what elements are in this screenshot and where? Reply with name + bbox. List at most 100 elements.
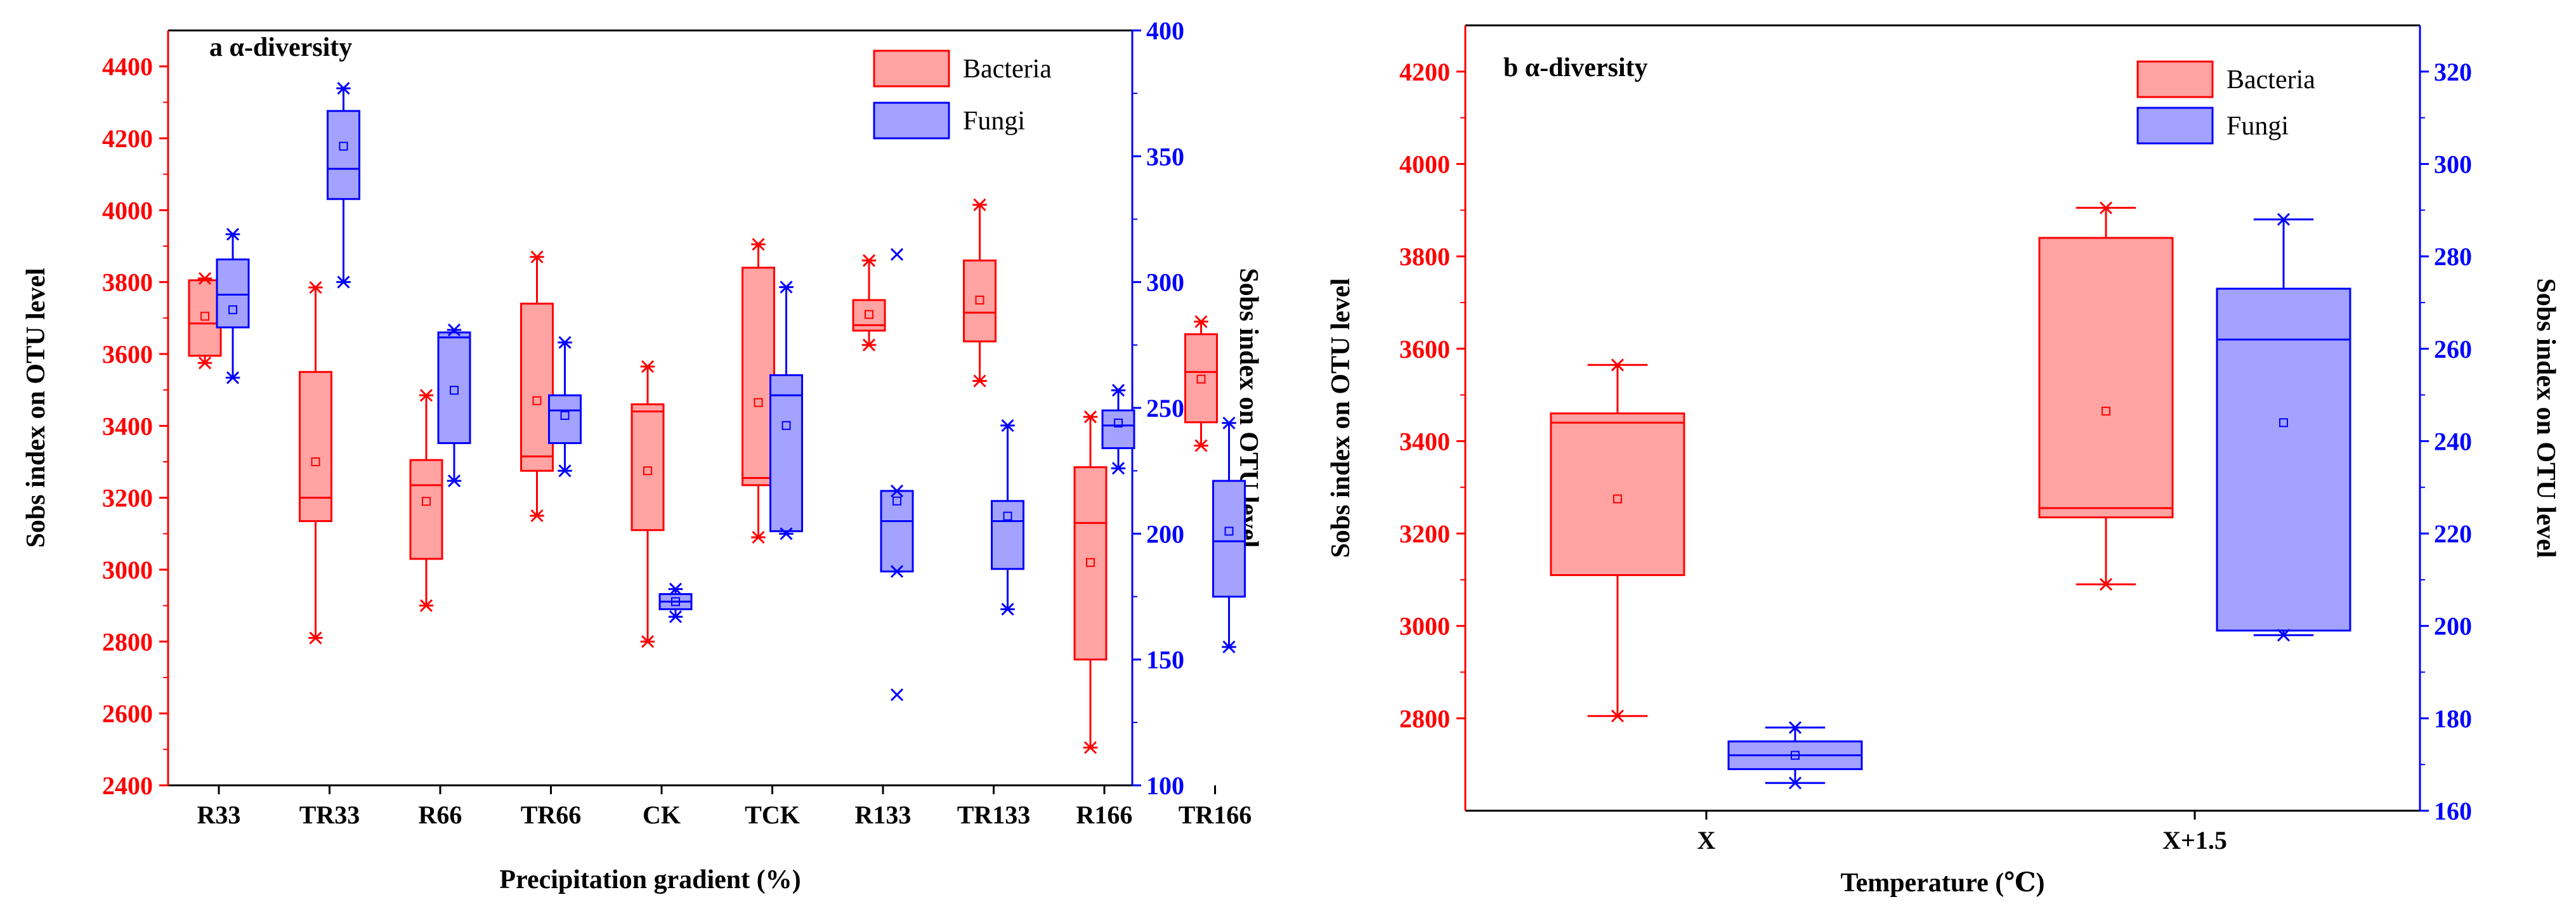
mean-marker xyxy=(422,497,431,506)
min-marker xyxy=(2277,629,2291,642)
box-body xyxy=(769,374,803,532)
fungi-box-TR133 xyxy=(991,419,1024,616)
left-tick-label: 3000 xyxy=(102,556,153,584)
left-tick-label: 3800 xyxy=(1399,242,1450,271)
fungi-box-R133 xyxy=(880,247,914,702)
mean-marker xyxy=(754,398,763,407)
left-tick-label: 2600 xyxy=(102,700,153,728)
right-tick-label: 220 xyxy=(2434,520,2472,548)
min-marker xyxy=(1611,709,1625,723)
panel-label: b α-diversity xyxy=(1503,53,1648,82)
mean-marker xyxy=(311,457,320,466)
right-tick-label: 180 xyxy=(2434,704,2472,733)
left-tick-label: 3600 xyxy=(102,340,153,369)
box-body xyxy=(1073,466,1108,661)
outlier-marker xyxy=(890,247,904,261)
legend-swatch-bacteria xyxy=(873,49,950,88)
max-marker xyxy=(669,582,683,596)
legend-label-fungi: Fungi xyxy=(963,107,1025,136)
mean-marker xyxy=(781,421,791,430)
max-marker xyxy=(1194,315,1208,329)
min-marker xyxy=(198,357,212,370)
x-tick-label: R133 xyxy=(855,801,912,829)
left-tick-label: 4400 xyxy=(102,53,153,81)
x-tick-label: R166 xyxy=(1076,801,1133,829)
x-tick-label: TR166 xyxy=(1179,801,1252,829)
max-marker xyxy=(641,360,655,373)
mean-marker xyxy=(450,386,459,395)
right-tick-label: 320 xyxy=(2434,58,2472,86)
bacteria-box-TR133 xyxy=(963,198,997,388)
right-tick-label: 250 xyxy=(1146,394,1184,422)
mean-marker xyxy=(2102,407,2110,416)
max-marker xyxy=(780,280,793,294)
box-body xyxy=(1550,412,1685,577)
mean-marker xyxy=(2279,418,2288,428)
bacteria-box-CK xyxy=(631,360,665,648)
outlier-marker xyxy=(890,688,904,702)
max-marker xyxy=(309,281,322,294)
legend-swatch-bacteria xyxy=(2136,60,2214,98)
bacteria-box-R33 xyxy=(188,272,222,370)
box-body xyxy=(880,490,914,573)
fungi-box-R166 xyxy=(1101,384,1135,475)
min-marker xyxy=(309,631,322,645)
left-tick-label: 2400 xyxy=(102,771,153,800)
min-marker xyxy=(1194,439,1208,452)
box-body xyxy=(2038,237,2174,519)
max-marker xyxy=(1611,358,1625,372)
fungi-box-X+1.5 xyxy=(2216,213,2351,642)
min-marker xyxy=(2099,578,2113,591)
left-tick-label: 4200 xyxy=(1399,58,1450,86)
bacteria-box-R66 xyxy=(409,389,443,612)
max-marker xyxy=(862,254,876,267)
max-marker xyxy=(2277,213,2291,226)
bacteria-box-TR33 xyxy=(299,281,332,645)
bacteria-box-TR166 xyxy=(1184,315,1218,452)
min-marker xyxy=(641,635,655,648)
mean-marker xyxy=(1114,418,1123,428)
max-marker xyxy=(530,250,544,264)
left-tick-label: 4000 xyxy=(102,196,153,225)
x-axis-title: Precipitation gradient (%) xyxy=(499,865,801,894)
x-axis-title: Temperature (℃) xyxy=(1840,868,2044,898)
min-marker xyxy=(530,509,544,523)
min-marker xyxy=(780,527,793,540)
min-marker xyxy=(447,474,461,488)
left-tick-label: 3000 xyxy=(1399,612,1450,641)
min-marker xyxy=(862,338,876,351)
min-marker xyxy=(1111,462,1125,475)
max-marker xyxy=(447,323,461,337)
legend-label-fungi: Fungi xyxy=(2226,112,2289,141)
right-tick-label: 200 xyxy=(1146,520,1184,548)
legend-label-bacteria: Bacteria xyxy=(963,55,1052,84)
fungi-box-TR33 xyxy=(327,82,360,289)
legend-label-bacteria: Bacteria xyxy=(2226,65,2315,95)
mean-marker xyxy=(975,296,984,304)
x-tick-label: TR66 xyxy=(521,801,582,829)
fungi-box-TCK xyxy=(769,280,803,540)
mean-marker xyxy=(671,597,680,606)
x-tick-label: X xyxy=(1697,826,1716,854)
box-body xyxy=(409,459,443,560)
min-marker xyxy=(226,371,240,384)
right-tick-label: 200 xyxy=(2434,612,2472,641)
bacteria-box-TR66 xyxy=(520,250,554,523)
fungi-box-R33 xyxy=(216,228,250,384)
panel-b: 2800 3000 3200 3400 3600 3800 4000 4200 160 180 20… xyxy=(1326,24,2560,898)
max-marker xyxy=(1222,416,1236,429)
mean-marker xyxy=(532,396,542,405)
box-body xyxy=(991,500,1024,570)
mean-marker xyxy=(1196,374,1206,384)
min-marker xyxy=(558,464,572,478)
box-body xyxy=(299,370,332,522)
mean-marker xyxy=(865,310,873,319)
x-tick-label: TR33 xyxy=(299,801,360,829)
right-tick-label: 300 xyxy=(2434,150,2472,178)
x-tick-label: R33 xyxy=(197,801,241,829)
box-body xyxy=(2216,287,2351,632)
right-tick-label: 150 xyxy=(1146,646,1184,674)
mean-marker xyxy=(200,311,209,321)
min-marker xyxy=(1083,741,1097,754)
